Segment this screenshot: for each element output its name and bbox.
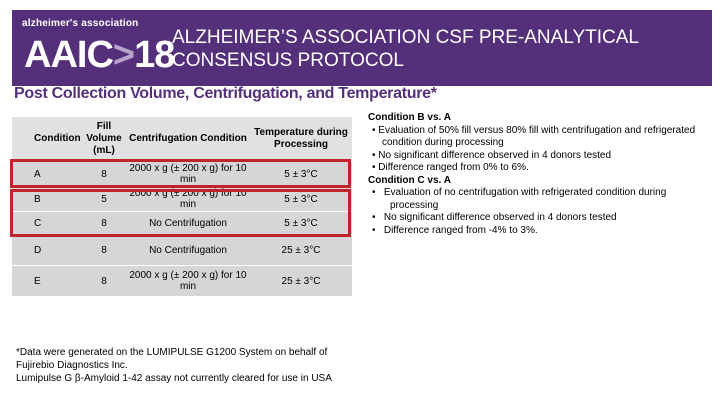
table-cell: 2000 x g (± 200 x g) for 10 min [126, 265, 250, 296]
column-header-condition: Condition [12, 117, 82, 162]
table-cell: 8 [82, 161, 126, 187]
notes-panel: Condition B vs. A • Evaluation of 50% fi… [368, 112, 708, 237]
page-title: ALZHEIMER’S ASSOCIATION CSF PRE-ANALYTIC… [172, 27, 639, 71]
bullet-icon: • [372, 162, 376, 173]
table-cell: 25 ± 3°C [250, 265, 352, 296]
aaic-logo-text: AAIC [24, 34, 114, 76]
list-item-text: Evaluation of no centrifugation with ref… [383, 187, 667, 211]
list-item: • Difference ranged from -4% to 3%. [368, 225, 708, 238]
bullet-icon: • [372, 212, 376, 223]
table-cell: D [12, 234, 82, 266]
bullet-icon: • [372, 224, 376, 236]
table-cell: 8 [82, 234, 126, 266]
list-item: • No significant difference observed in … [368, 212, 708, 225]
list-item-text: Difference ranged from -4% to 3%. [383, 224, 538, 236]
footnote-line: Lumipulse G β-Amyloid 1-42 assay not cur… [16, 373, 332, 384]
table-cell: No Centrifugation [126, 211, 250, 235]
logo-chevron-icon: > [112, 34, 135, 76]
list-item-text: No significant difference observed in 4 … [378, 149, 612, 161]
condition-c-heading: Condition C vs. A [368, 174, 451, 186]
table-row: A 8 2000 x g (± 200 x g) for 10 min 5 ± … [12, 161, 352, 187]
list-item-text: Evaluation of 50% fill versus 80% fill w… [378, 124, 696, 149]
bullet-icon: • [372, 149, 376, 161]
table-cell: 5 ± 3°C [250, 161, 352, 187]
footnote-line: *Data were generated on the LUMIPULSE G1… [16, 347, 328, 358]
table-row: E 8 2000 x g (± 200 x g) for 10 min 25 ±… [12, 265, 352, 296]
list-item: • No significant difference observed in … [368, 150, 708, 163]
table-cell: 8 [82, 265, 126, 296]
list-item: • Evaluation of no centrifugation with r… [368, 187, 708, 212]
bullet-icon: • [372, 187, 376, 198]
table-cell: 25 ± 3°C [250, 234, 352, 266]
aaic-logo: AAIC>18 [24, 34, 175, 76]
highlight-box-condition-a [10, 159, 351, 188]
table-cell: C [12, 211, 82, 235]
list-item: • Evaluation of 50% fill versus 80% fill… [368, 125, 708, 150]
table-header-row: Condition Fill Volume (mL) Centrifugatio… [12, 117, 352, 162]
footnote-line: Fujirebio Diagnostics Inc. [16, 360, 128, 371]
footnote: *Data were generated on the LUMIPULSE G1… [16, 346, 332, 385]
section-subtitle: Post Collection Volume, Centrifugation, … [14, 85, 437, 102]
list-item-text: No significant difference observed in 4 … [383, 212, 617, 223]
aaic-logo-year: 18 [134, 34, 175, 76]
column-header-centrifugation: Centrifugation Condition [126, 117, 250, 162]
conditions-table: Condition Fill Volume (mL) Centrifugatio… [12, 117, 352, 296]
table-cell: A [12, 161, 82, 187]
table-cell: 5 ± 3°C [250, 211, 352, 235]
association-logo-text: alzheimer's association [22, 18, 139, 29]
table-row: D 8 No Centrifugation 25 ± 3°C [12, 234, 352, 266]
highlight-box-conditions-b-c [10, 189, 351, 237]
table-cell: 8 [82, 211, 126, 235]
list-item: • Difference ranged from 0% to 6%. [368, 162, 708, 175]
column-header-fill-volume: Fill Volume (mL) [82, 117, 126, 162]
table-cell: E [12, 265, 82, 296]
condition-b-heading: Condition B vs. A [368, 112, 451, 123]
column-header-temperature: Temperature during Processing [250, 117, 352, 162]
list-item-text: Difference ranged from 0% to 6%. [378, 162, 529, 173]
table-cell: No Centrifugation [126, 234, 250, 266]
bullet-icon: • [372, 124, 376, 136]
header-banner: alzheimer's association AAIC>18 ALZHEIME… [12, 10, 712, 86]
table-cell: 2000 x g (± 200 x g) for 10 min [126, 161, 250, 187]
table-row: C 8 No Centrifugation 5 ± 3°C [12, 211, 352, 235]
